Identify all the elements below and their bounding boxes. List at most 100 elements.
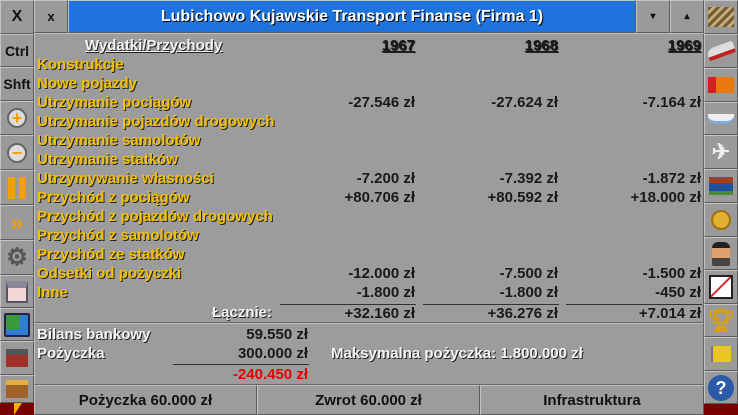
finance-table: Wydatki/Przychody 1967 1968 1969 Konstrukc… bbox=[34, 33, 704, 323]
coins-icon bbox=[711, 210, 731, 230]
close-all-button[interactable]: X bbox=[0, 0, 34, 34]
net-worth-value: -240.450 zł bbox=[232, 366, 308, 383]
row-label: Utrzymanie statków bbox=[37, 151, 178, 168]
finances-button[interactable] bbox=[0, 375, 34, 403]
shift-button[interactable]: Shft bbox=[0, 67, 34, 101]
zoom-out-icon: − bbox=[7, 142, 27, 163]
row-value: -1.872 zł bbox=[642, 170, 701, 187]
rail-track-icon bbox=[708, 7, 734, 27]
flag-icon bbox=[711, 346, 731, 362]
row-value: -27.546 zł bbox=[348, 94, 415, 111]
row-value: -1.500 zł bbox=[642, 265, 701, 282]
row-value: -27.624 zł bbox=[491, 94, 558, 111]
row-value bbox=[428, 226, 558, 245]
town-button[interactable] bbox=[0, 341, 34, 375]
row-label: Przychód z pociągów bbox=[37, 189, 190, 206]
row-value: +80.706 zł bbox=[344, 189, 415, 206]
pause-button[interactable] bbox=[0, 170, 34, 205]
row-value bbox=[285, 226, 415, 245]
house-icon bbox=[6, 349, 28, 367]
row-value bbox=[571, 131, 701, 150]
mouse-cursor-icon bbox=[14, 403, 22, 415]
road-vehicles-button[interactable] bbox=[704, 68, 738, 102]
row-label: Nowe pojazdy bbox=[37, 75, 138, 92]
save-button[interactable] bbox=[0, 275, 34, 308]
total-value: +36.276 zł bbox=[487, 305, 558, 322]
pause-icon bbox=[8, 176, 26, 199]
window-title[interactable]: Lubichowo Kujawskie Transport Finanse (F… bbox=[68, 0, 636, 33]
aircraft-button[interactable]: ✈ bbox=[704, 135, 738, 169]
pin-button[interactable]: ▴ bbox=[670, 0, 704, 33]
story-goals-button[interactable] bbox=[704, 337, 738, 371]
graph-icon bbox=[709, 275, 733, 299]
truck-icon bbox=[708, 77, 734, 93]
company-manager-button[interactable] bbox=[704, 237, 738, 270]
row-value bbox=[285, 150, 415, 169]
row-value: -1.800 zł bbox=[499, 284, 558, 301]
row-value bbox=[285, 112, 415, 131]
company-buildings-button[interactable] bbox=[704, 169, 738, 203]
trophy-icon: 🏆︎ bbox=[707, 307, 735, 333]
year-header: 1967 bbox=[381, 37, 415, 54]
gear-icon: ⚙ bbox=[6, 244, 28, 271]
borrow-button[interactable]: Pożyczka 60.000 zł bbox=[34, 385, 257, 415]
row-value bbox=[571, 112, 701, 131]
graphs-button[interactable] bbox=[704, 270, 738, 304]
map-button[interactable] bbox=[0, 308, 34, 341]
row-label: Przychód z samolotów bbox=[37, 227, 199, 244]
fast-forward-icon: » bbox=[10, 209, 24, 235]
max-loan-text: Maksymalna pożyczka: 1.800.000 zł bbox=[331, 345, 583, 362]
row-value bbox=[285, 74, 415, 93]
repay-button[interactable]: Zwrot 60.000 zł bbox=[257, 385, 480, 415]
row-value: -450 zł bbox=[655, 284, 701, 301]
row-value: -7.164 zł bbox=[642, 94, 701, 111]
row-value: -7.392 zł bbox=[499, 170, 558, 187]
row-value: -7.500 zł bbox=[499, 265, 558, 282]
row-label: Odsetki od pożyczki bbox=[37, 265, 182, 282]
zoom-in-icon: + bbox=[7, 108, 27, 128]
depot-icon bbox=[709, 177, 733, 195]
train-icon bbox=[705, 40, 737, 62]
row-value: -7.200 zł bbox=[356, 170, 415, 187]
row-value: +18.000 zł bbox=[630, 189, 701, 206]
total-value: +7.014 zł bbox=[638, 305, 701, 322]
ships-button[interactable] bbox=[704, 102, 738, 135]
row-value bbox=[285, 131, 415, 150]
row-value bbox=[428, 112, 558, 131]
row-value bbox=[571, 150, 701, 169]
row-value bbox=[428, 131, 558, 150]
row-value bbox=[571, 245, 701, 264]
row-label: Przychód z pojazdów drogowych bbox=[37, 208, 273, 225]
loan-value: 300.000 zł bbox=[237, 345, 308, 362]
map-icon bbox=[4, 312, 30, 337]
row-value bbox=[571, 55, 701, 74]
table-header: Wydatki/Przychody bbox=[85, 37, 223, 54]
infrastructure-button[interactable]: Infrastruktura bbox=[480, 385, 704, 415]
ctrl-button[interactable]: Ctrl bbox=[0, 34, 34, 67]
row-value: -12.000 zł bbox=[348, 265, 415, 282]
row-label: Utrzymywanie własności bbox=[37, 170, 214, 187]
trains-button[interactable] bbox=[704, 34, 738, 68]
league-table-button[interactable]: 🏆︎ bbox=[704, 304, 738, 337]
zoom-in-button[interactable]: + bbox=[0, 101, 34, 135]
year-header: 1969 bbox=[667, 37, 701, 54]
rail-construction-button[interactable] bbox=[704, 0, 738, 34]
save-icon bbox=[6, 280, 28, 303]
finances-toolbar-button[interactable] bbox=[704, 203, 738, 237]
zoom-out-button[interactable]: − bbox=[0, 135, 34, 170]
help-button[interactable]: ? bbox=[704, 371, 738, 404]
collapse-button[interactable]: ▾ bbox=[636, 0, 670, 33]
settings-button[interactable]: ⚙ bbox=[0, 240, 34, 275]
total-value: +32.160 zł bbox=[344, 305, 415, 322]
loan-summary: Bilans bankowy 59.550 zł Pożyczka 300.00… bbox=[34, 323, 704, 385]
manager-face-icon bbox=[712, 241, 730, 266]
row-value bbox=[571, 226, 701, 245]
row-value bbox=[428, 74, 558, 93]
ship-icon bbox=[708, 113, 734, 124]
fast-forward-button[interactable]: » bbox=[0, 205, 34, 240]
row-label: Utrzymanie samolotów bbox=[37, 132, 201, 149]
bank-balance-label: Bilans bankowy bbox=[37, 326, 151, 343]
row-label: Konstrukcje bbox=[37, 56, 124, 73]
row-value bbox=[285, 55, 415, 74]
window-close-button[interactable]: x bbox=[34, 0, 68, 33]
